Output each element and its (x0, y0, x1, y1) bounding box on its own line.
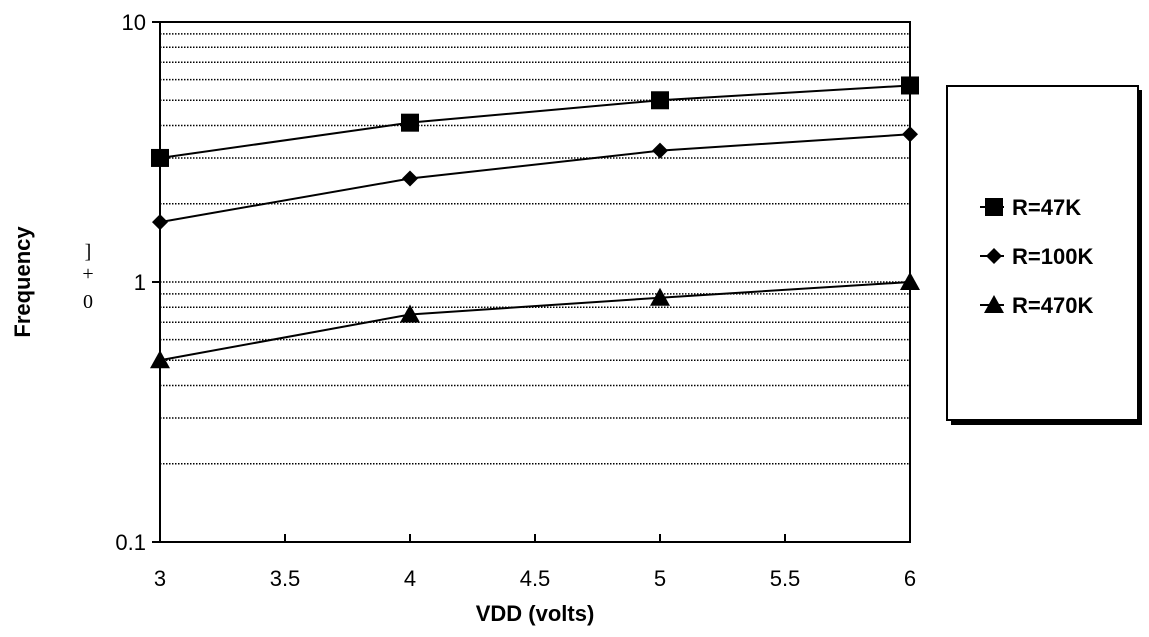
y-axis-title: Frequency (10, 226, 35, 338)
data-point (900, 272, 920, 290)
grid-lines (160, 33, 910, 465)
legend: R=47K R=100K R=470K (946, 85, 1142, 425)
legend-label: R=47K (1012, 195, 1081, 220)
y-axis: 10 1 0.1 (115, 10, 160, 555)
x-tick-label: 5.5 (770, 566, 801, 591)
legend-marker (984, 295, 1004, 313)
data-point (651, 91, 669, 110)
x-tick-label: 3.5 (270, 566, 301, 591)
legend-item: R=100K (980, 244, 1093, 269)
y-axis-fragment-2: + (82, 263, 93, 285)
legend-marker (986, 248, 1002, 264)
legend-items: R=47K R=100K R=470K (980, 195, 1093, 318)
data-point (901, 76, 919, 95)
data-point (151, 148, 169, 167)
legend-box (946, 85, 1139, 421)
legend-marker (985, 198, 1003, 216)
series-line (159, 84, 911, 159)
legend-item: R=47K (980, 195, 1081, 220)
series-r-47k (151, 76, 919, 167)
legend-label: R=100K (1012, 244, 1093, 269)
y-tick-label: 1 (134, 270, 146, 295)
x-tick-label: 4 (404, 566, 416, 591)
series-r-470k (150, 272, 920, 369)
y-axis-fragment-3: 0 (83, 291, 93, 313)
data-point (400, 304, 420, 323)
series-group (150, 76, 920, 369)
x-axis-title: VDD (volts) (476, 601, 595, 626)
data-point (650, 287, 670, 306)
legend-item: R=470K (980, 293, 1093, 318)
data-point (150, 350, 170, 369)
x-tick-label: 4.5 (520, 566, 551, 591)
data-point (652, 142, 668, 159)
data-point (902, 126, 918, 143)
x-tick-label: 5 (654, 566, 666, 591)
legend-label: R=470K (1012, 293, 1093, 318)
x-tick-label: 6 (904, 566, 916, 591)
x-axis: 3 3.5 4 4.5 5 5.5 6 (154, 534, 916, 591)
y-tick-label: 10 (122, 10, 146, 35)
y-tick-label: 0.1 (115, 530, 146, 555)
data-point (402, 170, 418, 187)
data-point (152, 214, 168, 231)
y-axis-fragment-1: ] (85, 241, 92, 263)
series-r-100k (152, 126, 918, 231)
series-line (159, 281, 911, 362)
data-point (401, 113, 419, 132)
x-tick-label: 3 (154, 566, 166, 591)
series-line (159, 133, 911, 224)
